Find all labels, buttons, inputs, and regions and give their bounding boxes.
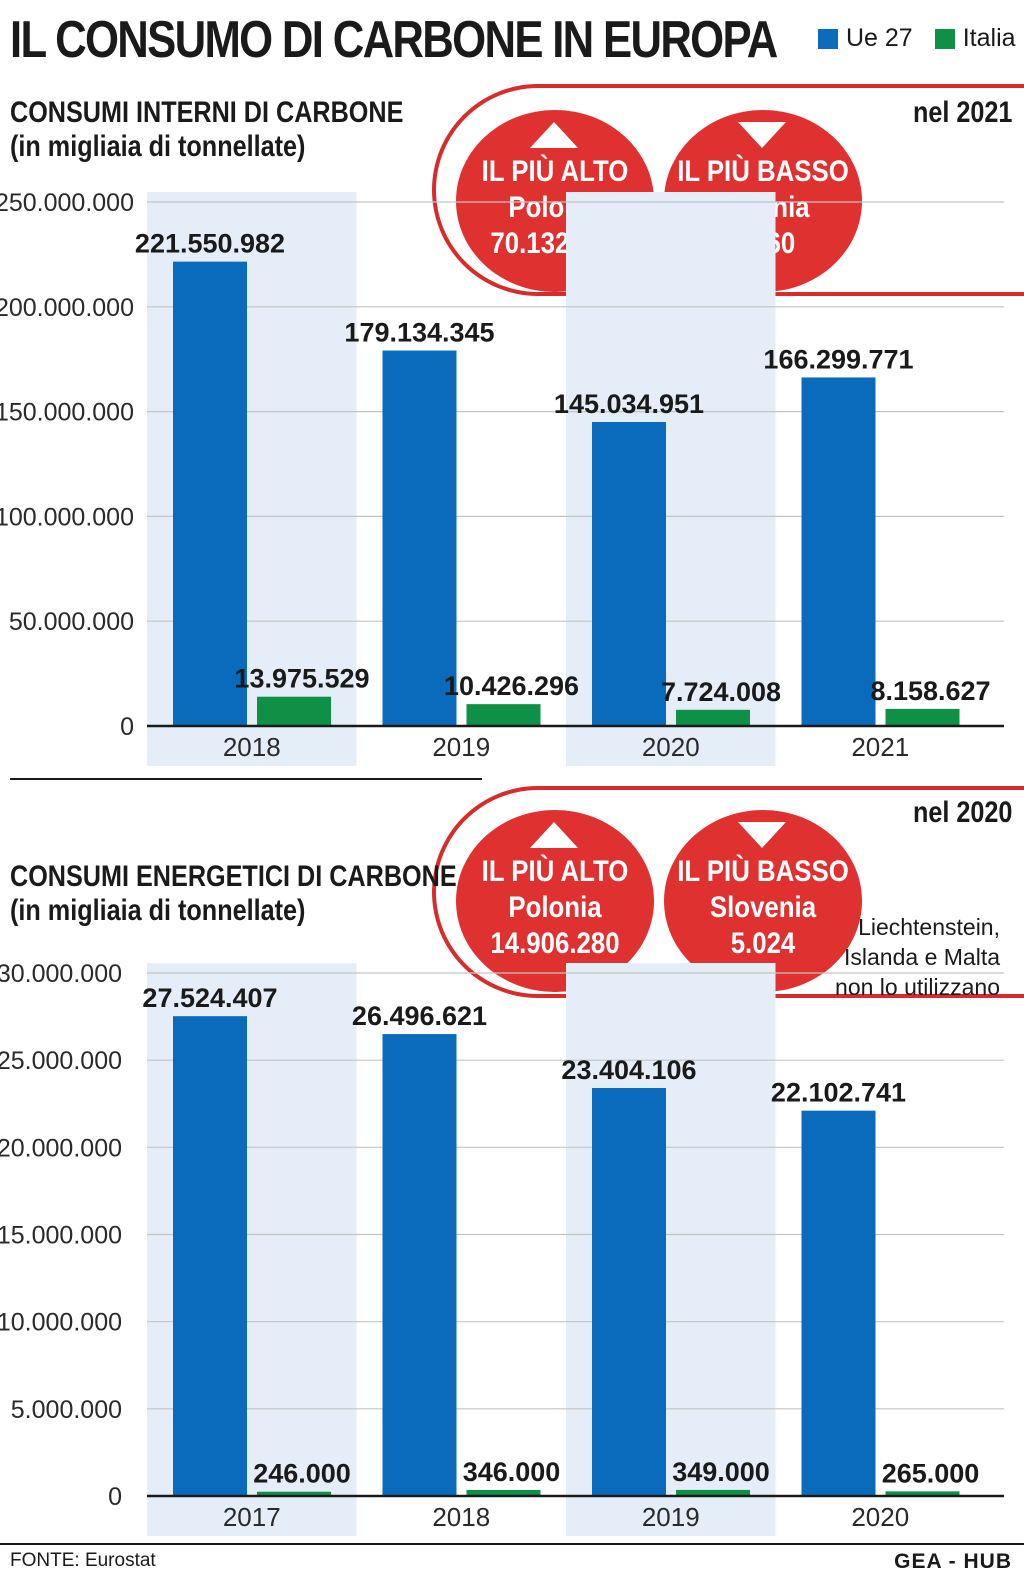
bottom-callout-year: nel 2020 (912, 796, 1012, 829)
main-title: IL CONSUMO DI CARBONE IN EUROPA (10, 11, 778, 69)
legend-swatch-ue27 (818, 28, 838, 49)
top-y-tick-label: 150.000.000 (0, 399, 134, 427)
legend-label-italia: Italia (962, 24, 1016, 52)
credit: GEA - HUB (894, 1550, 1012, 1573)
bottom-y-tick-label: 20.000.000 (0, 1134, 122, 1162)
top-callout-year: nel 2021 (912, 96, 1012, 129)
top-bar-ue27-2020 (592, 422, 666, 726)
top-x-tick-label-2021: 2021 (851, 732, 909, 762)
bottom-y-tick-label: 30.000.000 (0, 960, 122, 988)
top-x-tick-label-2018: 2018 (223, 732, 281, 762)
legend-label-ue27: Ue 27 (846, 24, 913, 52)
footer-rule (0, 1543, 1024, 1545)
source-note: FONTE: Eurostat (10, 1550, 156, 1571)
top-data-label-ue27-2018: 221.550.982 (135, 229, 285, 259)
bottom-bar-ue27-2018 (382, 1034, 457, 1496)
top-data-label-italia-2018: 13.975.529 (234, 664, 369, 694)
triangle-up-icon (530, 122, 578, 148)
bottom-data-label-ue27-2020: 22.102.741 (771, 1078, 906, 1108)
bottom-lowest-label: IL PIÙ BASSO (677, 855, 849, 888)
triangle-up-icon (530, 822, 578, 848)
bottom-data-label-ue27-2019: 23.404.106 (561, 1055, 696, 1085)
bottom-highest-badge: IL PIÙ ALTO Polonia 14.906.280 (456, 810, 654, 992)
bottom-bar-italia-2019 (676, 1489, 750, 1496)
bottom-data-label-ue27-2017: 27.524.407 (142, 983, 277, 1013)
bottom-bar-ue27-2019 (592, 1087, 666, 1496)
top-lowest-label: IL PIÙ BASSO (677, 155, 849, 188)
bottom-x-tick-label-2020: 2020 (851, 1502, 909, 1532)
top-bar-chart: 0 50.000.000 100.000.000 150.000.000 200.000… (0, 189, 1004, 766)
bottom-note: Liechtenstein, Islanda e Malta non lo ut… (835, 914, 1000, 1000)
bottom-bar-chart: 0 5.000.000 10.000.000 15.000.000 20.000.000… (0, 960, 1004, 1536)
bottom-bar-italia-2020 (885, 1491, 960, 1496)
bottom-chart-subtitle: (in migliaia di tonnellate) (10, 894, 306, 927)
bottom-highest-label: IL PIÙ ALTO (481, 855, 629, 888)
bottom-chart-title: CONSUMI ENERGETICI DI CARBONE (in miglia… (10, 860, 457, 928)
bottom-bar-ue27-2017 (173, 1016, 247, 1496)
top-y-tick-label: 250.000.000 (0, 189, 134, 217)
top-data-label-italia-2020: 7.724.008 (661, 677, 781, 707)
bottom-highest-value: 14.906.280 (490, 927, 620, 960)
top-y-tick-label: 0 (120, 713, 134, 741)
bottom-x-tick-label-2017: 2017 (223, 1502, 281, 1532)
bottom-y-tick-label: 5.000.000 (11, 1396, 122, 1424)
bottom-chart-title-line1: CONSUMI ENERGETICI DI CARBONE (10, 860, 457, 893)
bottom-bar-ue27-2020 (801, 1110, 876, 1496)
bottom-x-tick-label-2019: 2019 (642, 1502, 700, 1532)
top-chart-title-line1: CONSUMI INTERNI DI CARBONE (10, 96, 404, 129)
top-data-label-italia-2019: 10.426.296 (444, 671, 579, 701)
top-y-tick-label: 200.000.000 (0, 294, 134, 322)
bottom-data-label-ue27-2018: 26.496.621 (352, 1001, 487, 1031)
top-y-tick-label: 100.000.000 (0, 503, 134, 531)
legend: Ue 27 Italia (818, 24, 1016, 53)
top-data-label-ue27-2021: 166.299.771 (763, 344, 913, 374)
bottom-y-tick-label: 15.000.000 (0, 1222, 122, 1250)
top-chart-title: CONSUMI INTERNI DI CARBONE (in migliaia … (10, 96, 403, 164)
bottom-lowest-value: 5.024 (730, 927, 796, 960)
triangle-down-icon (738, 822, 786, 848)
triangle-down-icon (738, 122, 786, 148)
top-chart-subtitle: (in migliaia di tonnellate) (10, 130, 306, 163)
top-bar-ue27-2019 (382, 350, 457, 726)
top-y-tick-label: 50.000.000 (9, 608, 134, 636)
top-x-tick-label-2020: 2020 (642, 732, 700, 762)
top-data-label-ue27-2019: 179.134.345 (344, 318, 494, 348)
legend-item-italia: Italia (934, 24, 1016, 53)
top-bar-italia-2020 (676, 709, 750, 726)
top-data-label-ue27-2020: 145.034.951 (554, 389, 704, 419)
section-divider (10, 778, 482, 780)
bottom-lowest-badge: IL PIÙ BASSO Slovenia 5.024 (664, 810, 862, 992)
top-bar-italia-2018 (257, 696, 331, 726)
bottom-bar-italia-2017 (257, 1491, 331, 1496)
legend-item-ue27: Ue 27 (818, 24, 913, 53)
top-x-tick-label-2019: 2019 (432, 732, 490, 762)
bottom-y-tick-label: 10.000.000 (0, 1309, 122, 1337)
bottom-data-label-italia-2018: 346.000 (463, 1457, 561, 1487)
bottom-bar-italia-2018 (466, 1489, 541, 1496)
top-bar-italia-2021 (885, 708, 960, 726)
bottom-highest-country: Polonia (508, 891, 602, 924)
bottom-data-label-italia-2017: 246.000 (253, 1459, 351, 1489)
top-bar-ue27-2018 (173, 261, 247, 726)
legend-swatch-italia (934, 28, 955, 49)
bottom-data-label-italia-2020: 265.000 (882, 1458, 980, 1488)
bottom-y-tick-label: 0 (108, 1483, 122, 1511)
bottom-data-label-italia-2019: 349.000 (672, 1457, 770, 1487)
bottom-x-tick-label-2018: 2018 (432, 1502, 490, 1532)
bottom-y-tick-label: 25.000.000 (0, 1047, 122, 1075)
top-bar-italia-2019 (466, 704, 541, 726)
bottom-lowest-country: Slovenia (709, 891, 817, 924)
top-bar-ue27-2021 (801, 377, 876, 726)
top-highest-label: IL PIÙ ALTO (481, 155, 629, 188)
top-data-label-italia-2021: 8.158.627 (870, 676, 990, 706)
